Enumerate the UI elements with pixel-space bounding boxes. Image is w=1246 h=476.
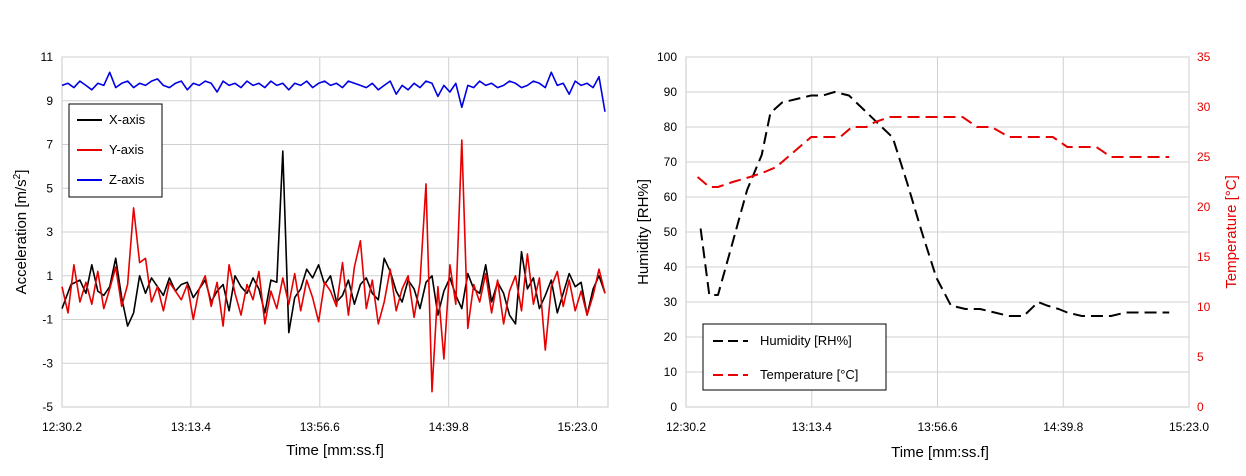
acceleration-x-tick-label: 13:13.4 xyxy=(171,420,211,434)
acceleration-y-tick-label: 11 xyxy=(41,50,54,64)
legend-label-humidity: Humidity [RH%] xyxy=(760,333,852,348)
legend-label-temperature: Temperature [°C] xyxy=(760,367,858,382)
humidity-y-tick-label: 100 xyxy=(657,50,677,64)
series-line-humidity-rh xyxy=(699,91,1170,317)
humidity-y-tick-label: 80 xyxy=(664,120,678,134)
humidity-y-tick-label: 20 xyxy=(664,330,678,344)
humidity-y-tick-label: 60 xyxy=(664,190,678,204)
acceleration-y-tick-label: 1 xyxy=(46,269,53,283)
acceleration-y-tick-label: 9 xyxy=(46,94,53,108)
temperature-y2-tick-label: 0 xyxy=(1197,400,1204,414)
humidity-x-tick-label: 13:13.4 xyxy=(792,420,832,434)
temperature-y2-tick-label: 15 xyxy=(1197,250,1211,264)
temperature-y2-tick-label: 30 xyxy=(1197,100,1211,114)
temperature-y2-tick-label: 10 xyxy=(1197,300,1211,314)
humidity-y-axis-title: Humidity [RH%] xyxy=(635,179,652,285)
humidity-y-tick-label: 10 xyxy=(664,365,678,379)
acceleration-chart: -5 -3 -1 1 3 5 7 9 11 12:30.2 13:13.4 13:56.6 14:39… xyxy=(12,50,609,459)
acceleration-y-tick-label: -5 xyxy=(42,400,53,414)
acceleration-y-tick-label: 5 xyxy=(46,181,53,195)
temperature-y2-tick-label: 20 xyxy=(1197,200,1211,214)
acceleration-y-tick-label: -1 xyxy=(42,313,53,327)
temperature-y-axis-title: Temperature [°C] xyxy=(1223,175,1240,289)
series-line-temperature-c xyxy=(696,116,1170,188)
acceleration-x-tick-label: 12:30.2 xyxy=(42,420,82,434)
acceleration-x-axis-title: Time [mm:ss.f] xyxy=(286,442,384,459)
legend-label-x-axis: X-axis xyxy=(109,112,146,127)
humidity-x-tick-label: 13:56.6 xyxy=(917,420,957,434)
temperature-y2-tick-label: 5 xyxy=(1197,350,1204,364)
humidity-y-tick-label: 30 xyxy=(664,295,678,309)
humidity-x-tick-label: 15:23.0 xyxy=(1169,420,1209,434)
acceleration-x-tick-label: 14:39.8 xyxy=(429,420,469,434)
series-line-z-axis xyxy=(61,71,606,112)
humidity-legend: Humidity [RH%] Temperature [°C] xyxy=(702,323,887,391)
legend-label-y-axis: Y-axis xyxy=(109,142,144,157)
humidity-y-tick-label: 70 xyxy=(664,155,678,169)
acceleration-x-tick-label: 15:23.0 xyxy=(558,420,598,434)
humidity-x-tick-label: 14:39.8 xyxy=(1043,420,1083,434)
humidity-temperature-chart: 0 10 20 30 40 50 60 70 80 90 100 0 5 10 15 20 25 30 35 12… xyxy=(635,50,1240,461)
series-line-y-axis xyxy=(61,139,606,393)
temperature-y2-tick-label: 35 xyxy=(1197,50,1211,64)
humidity-y-tick-label: 40 xyxy=(664,260,678,274)
humidity-y-tick-label: 0 xyxy=(670,400,677,414)
acceleration-x-tick-label: 13:56.6 xyxy=(300,420,340,434)
acceleration-legend: X-axis Y-axis Z-axis xyxy=(68,103,163,198)
humidity-y-tick-label: 90 xyxy=(664,85,678,99)
acceleration-y-tick-label: 3 xyxy=(46,225,53,239)
temperature-y2-tick-label: 25 xyxy=(1197,150,1211,164)
acceleration-y-tick-label: 7 xyxy=(46,138,53,152)
humidity-x-tick-label: 12:30.2 xyxy=(666,420,706,434)
acceleration-y-axis-title: Acceleration [m/s2] xyxy=(12,170,30,295)
humidity-y-tick-label: 50 xyxy=(664,225,678,239)
humidity-legend-box xyxy=(702,323,887,391)
acceleration-y-tick-label: -3 xyxy=(42,356,53,370)
legend-label-z-axis: Z-axis xyxy=(109,172,145,187)
humidity-x-axis-title: Time [mm:ss.f] xyxy=(891,444,989,461)
